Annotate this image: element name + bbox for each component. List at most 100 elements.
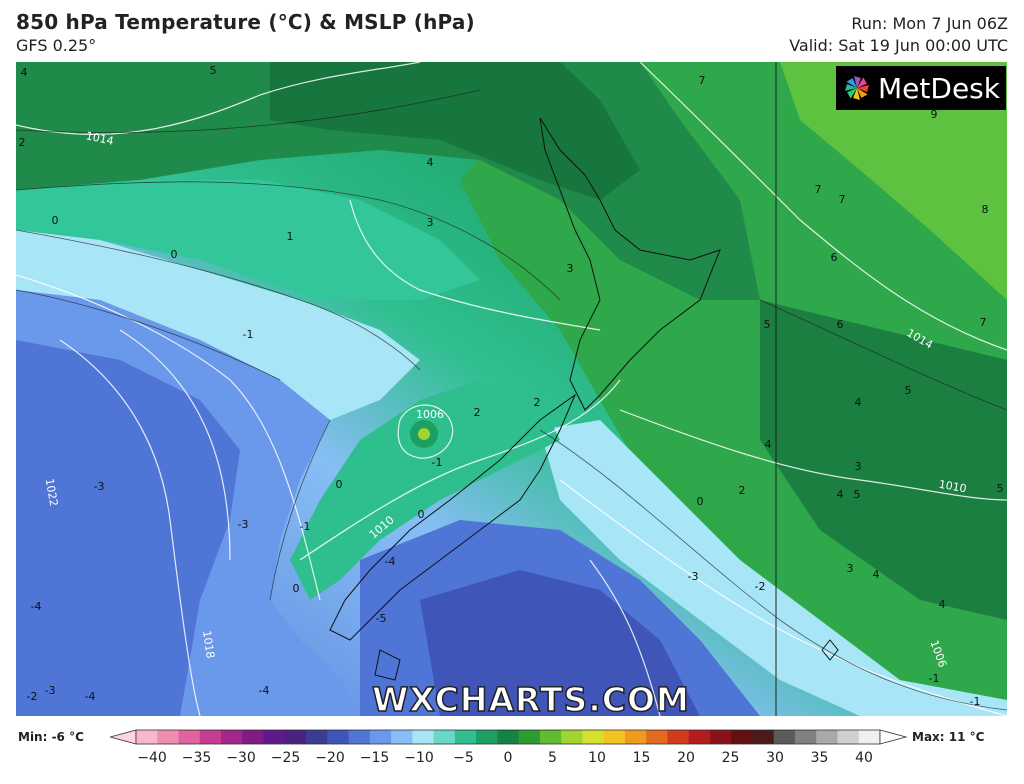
colorbar-min-arrow <box>110 729 137 745</box>
temperature-label: -1 <box>432 456 443 469</box>
temperature-label: 0 <box>52 214 59 227</box>
temperature-label: -3 <box>688 570 699 583</box>
colorbar-segment <box>731 730 753 744</box>
temperature-label: 2 <box>474 406 481 419</box>
colorbar-segment <box>752 730 775 744</box>
colorbar-tick-label: −5 <box>453 750 474 766</box>
pinwheel-petal <box>857 88 868 98</box>
metdesk-logo: MetDesk <box>836 66 1006 110</box>
temperature-label: 2 <box>739 484 746 497</box>
colorbar-segment <box>369 730 392 744</box>
temperature-label: -4 <box>259 684 270 697</box>
green-band-dark <box>270 62 640 200</box>
green-band-east <box>760 300 1007 620</box>
colorbar-tick-label: 20 <box>677 750 695 766</box>
temperature-label: 4 <box>21 66 28 79</box>
colorbar-segment <box>199 730 222 744</box>
temperature-label: 3 <box>427 216 434 229</box>
temperature-contours <box>16 89 1007 711</box>
temperature-label: 4 <box>837 488 844 501</box>
colorbar-segment <box>454 730 477 744</box>
colorbar-tick-label: −20 <box>315 750 345 766</box>
max-label: Max: 11 °C <box>912 730 985 744</box>
colorbar-segment <box>858 730 881 744</box>
warm-region-light <box>780 62 1007 300</box>
colorbar-segment <box>263 730 286 744</box>
colorbar-segment <box>221 730 243 744</box>
wxcharts-watermark: WXCHARTS.COM <box>371 679 690 720</box>
logo-text: MetDesk <box>878 71 1000 105</box>
isobar-label: 1022 <box>43 477 61 507</box>
temperature-label: 5 <box>210 64 217 77</box>
temperature-label: -3 <box>238 518 249 531</box>
min-label: Min: -6 °C <box>18 730 84 744</box>
colorbar-segment <box>582 730 605 744</box>
colorbar-segment <box>709 730 732 744</box>
temperature-label: 4 <box>873 568 880 581</box>
temperature-label: 0 <box>697 495 704 508</box>
temperature-label: 3 <box>567 262 574 275</box>
colorbar-tick-label: 10 <box>588 750 606 766</box>
cold-south-core <box>420 570 700 716</box>
temperature-label: 7 <box>839 193 846 206</box>
temperature-label: 7 <box>815 183 822 196</box>
temperature-label: 5 <box>764 318 771 331</box>
temperature-label: 1 <box>287 230 294 243</box>
isobar-label: 1006 <box>416 408 444 421</box>
valid-time: Valid: Sat 19 Jun 00:00 UTC <box>789 36 1008 55</box>
temperature-label: -5 <box>376 612 387 625</box>
isobars <box>16 62 1007 716</box>
temperature-label: 4 <box>427 156 434 169</box>
colorbar <box>110 729 908 745</box>
cyan-band <box>16 230 420 420</box>
colorbar-segment <box>433 730 456 744</box>
weather-map[interactable]: 4 5 2 4 3 0 0 1 3 -1 2 2 -1 0 -3 -3 -1 0 -4 0 -5 -4 -4 -2 -3 -4 7 9… <box>16 62 1007 716</box>
temperature-label: -3 <box>45 684 56 697</box>
temperature-label: -4 <box>85 690 96 703</box>
chart-title: 850 hPa Temperature (°C) & MSLP (hPa) <box>16 10 475 34</box>
colorbar-tick-label: −40 <box>137 750 167 766</box>
coastline <box>329 117 839 681</box>
colorbar-segment <box>837 730 860 744</box>
colorbar-tick-label: 30 <box>766 750 784 766</box>
run-time: Run: Mon 7 Jun 06Z <box>851 14 1008 33</box>
colorbar-segment <box>157 730 180 744</box>
temperature-label: 6 <box>831 251 838 264</box>
temperature-label: 7 <box>699 74 706 87</box>
colorbar-segment <box>284 730 307 744</box>
temperature-label: 3 <box>855 460 862 473</box>
colorbar-tick-label: −30 <box>226 750 256 766</box>
colorbar-segment <box>476 730 498 744</box>
colorbar-tick-label: −25 <box>270 750 301 766</box>
isobar-label: 1014 <box>85 129 115 148</box>
pinwheel-petal <box>853 88 861 100</box>
colorbar-segment <box>306 730 328 744</box>
colorbar-segment <box>327 730 350 744</box>
temperature-label: -1 <box>970 695 981 708</box>
island-green <box>290 380 560 600</box>
isobar-label: 1018 <box>200 630 217 660</box>
pinwheel-petal <box>854 76 862 88</box>
colorbar-segment <box>412 730 435 744</box>
temperature-label: 4 <box>855 396 862 409</box>
colorbar-max-arrow <box>879 729 908 745</box>
temperature-label: -1 <box>300 520 311 533</box>
colorbar-segment <box>688 730 711 744</box>
temperature-label: -3 <box>94 480 105 493</box>
isobar-label: 1010 <box>938 478 968 496</box>
temperature-label: -4 <box>385 555 396 568</box>
colorbar-segment <box>178 730 201 744</box>
temperature-label: 0 <box>336 478 343 491</box>
temperature-label: 5 <box>854 488 861 501</box>
temperature-label: 4 <box>939 598 946 611</box>
colorbar-tick-label: −10 <box>404 750 434 766</box>
temperature-label: 0 <box>293 582 300 595</box>
pinwheel-petal <box>857 77 867 88</box>
colorbar-tick-label: 35 <box>810 750 829 766</box>
colorbar-segment <box>603 730 626 744</box>
temperature-label: -1 <box>929 672 940 685</box>
colorbar-tick-label: −15 <box>359 750 390 766</box>
colorbar-segment <box>518 730 541 744</box>
colorbar-ticks: −40 −35 −30 −25 −20 −15 −10 −5 0 5 10 15 20 25 30 35 40 <box>0 750 1024 770</box>
